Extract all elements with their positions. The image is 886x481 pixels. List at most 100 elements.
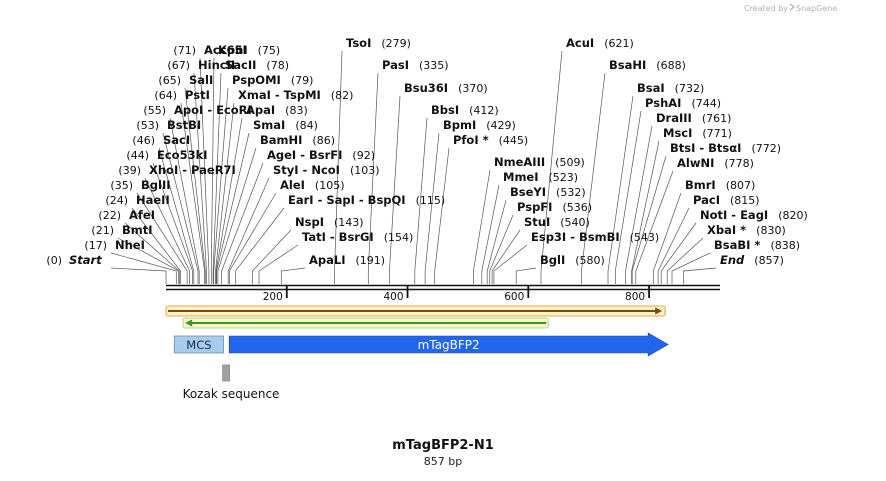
enzyme-name[interactable]: NotI - EagI <box>700 208 768 222</box>
enzyme-name[interactable]: AgeI - BsrFI <box>267 148 342 162</box>
cut-site-bbsi[interactable]: BbsI (412) <box>431 103 499 117</box>
cut-site-paci[interactable]: PacI (815) <box>693 193 760 207</box>
enzyme-name[interactable]: Bsu36I <box>404 81 448 95</box>
enzyme-name[interactable]: Eco53kI <box>157 148 208 162</box>
enzyme-name[interactable]: BmrI <box>685 178 716 192</box>
enzyme-name[interactable]: BtsI - BtsαI <box>670 141 741 155</box>
cut-site-start[interactable]: Start (0) <box>46 253 102 267</box>
cut-site-alwni[interactable]: AlwNI (778) <box>677 156 754 170</box>
cut-site-bamhi[interactable]: BamHI (86) <box>260 133 335 147</box>
enzyme-name[interactable]: HaeII <box>136 193 170 207</box>
cut-site-pshai[interactable]: PshAI (744) <box>645 96 721 110</box>
enzyme-name[interactable]: AfeI <box>129 208 155 222</box>
cut-site-eari-sapi-bspqi[interactable]: EarI - SapI - BspQI (115) <box>288 193 445 207</box>
feature-kozak[interactable]: Kozak sequence <box>183 364 280 401</box>
cut-site-nspi[interactable]: NspI (143) <box>295 215 364 229</box>
enzyme-name[interactable]: TatI - BsrGI <box>302 230 374 244</box>
cut-site-bglii[interactable]: BglII (35) <box>110 178 170 192</box>
cut-site-bmti[interactable]: BmtI (21) <box>91 223 152 237</box>
cut-site-esp3i-bsmbi[interactable]: Esp3I - BsmBI (543) <box>531 230 659 244</box>
cut-site-nhei[interactable]: NheI (17) <box>84 238 144 252</box>
enzyme-name[interactable]: SacI <box>163 133 190 147</box>
enzyme-name[interactable]: NheI <box>115 238 145 252</box>
enzyme-name[interactable]: NspI <box>295 215 324 229</box>
enzyme-name[interactable]: PacI <box>693 193 720 207</box>
enzyme-name[interactable]: Esp3I - BsmBI <box>531 230 620 244</box>
cut-site-acui[interactable]: AcuI (621) <box>566 36 634 50</box>
mcs-feature-box[interactable] <box>173 335 224 354</box>
enzyme-name[interactable]: KpnI <box>218 43 248 57</box>
enzyme-name[interactable]: NmeAIII <box>494 155 545 169</box>
enzyme-name[interactable]: SalI <box>189 73 213 87</box>
enzyme-name[interactable]: BsaHI <box>609 58 646 72</box>
cut-site-btsi-btsαi[interactable]: BtsI - BtsαI (772) <box>670 141 781 155</box>
cut-site-noti-eagi[interactable]: NotI - EagI (820) <box>700 208 808 222</box>
enzyme-name[interactable]: Acc65I <box>204 43 247 57</box>
enzyme-name[interactable]: HincII <box>198 58 235 72</box>
enzyme-name[interactable]: PspOMI <box>232 73 281 87</box>
cut-site-bmri[interactable]: BmrI (807) <box>685 178 755 192</box>
cut-site-nmeaiii[interactable]: NmeAIII (509) <box>494 155 585 169</box>
cut-site-msci[interactable]: MscI (771) <box>663 126 732 140</box>
cut-site-pspfi[interactable]: PspFI (536) <box>517 200 592 214</box>
cut-site-stui[interactable]: StuI (540) <box>524 215 590 229</box>
cut-site-saci[interactable]: SacI (46) <box>132 133 190 147</box>
enzyme-name[interactable]: AcuI <box>566 36 594 50</box>
cut-site-pspomi[interactable]: PspOMI (79) <box>232 73 313 87</box>
enzyme-name[interactable]: BpmI <box>443 118 476 132</box>
cut-site-bsahi[interactable]: BsaHI (688) <box>609 58 686 72</box>
enzyme-name[interactable]: End <box>720 253 745 267</box>
enzyme-name[interactable]: BseYI <box>510 185 546 199</box>
enzyme-name[interactable]: BglI <box>540 253 565 267</box>
enzyme-name[interactable]: BglII <box>141 178 171 192</box>
cut-site-bstbi[interactable]: BstBI (53) <box>136 118 201 132</box>
enzyme-name[interactable]: StyI - NcoI <box>273 163 340 177</box>
feature-mcs[interactable]: MCS <box>173 335 224 354</box>
enzyme-name[interactable]: MmeI <box>503 170 539 184</box>
cut-site-pasi[interactable]: PasI (335) <box>382 58 449 72</box>
enzyme-name[interactable]: PshAI <box>645 96 681 110</box>
enzyme-name[interactable]: ApaI <box>246 103 275 117</box>
enzyme-name[interactable]: Start <box>69 253 102 267</box>
enzyme-name[interactable]: DraIII <box>656 111 692 125</box>
cut-site-pfoi[interactable]: PfoI * (445) <box>453 133 528 147</box>
enzyme-name[interactable]: PfoI * <box>453 133 489 147</box>
cut-site-end[interactable]: End (857) <box>720 253 784 267</box>
enzyme-name[interactable]: BstBI <box>167 118 201 132</box>
enzyme-name[interactable]: BbsI <box>431 103 459 117</box>
enzyme-name[interactable]: StuI <box>524 215 550 229</box>
enzyme-name[interactable]: AlwNI <box>677 156 714 170</box>
enzyme-name[interactable]: PspFI <box>517 200 552 214</box>
cut-site-bgli[interactable]: BglI (580) <box>540 253 605 267</box>
cut-site-xmai-tspmi[interactable]: XmaI - TspMI (82) <box>238 88 353 102</box>
cut-site-sacii[interactable]: SacII (78) <box>225 58 289 72</box>
cut-site-acc65i[interactable]: Acc65I (71) <box>173 43 246 57</box>
cut-site-bsu36i[interactable]: Bsu36I (370) <box>404 81 488 95</box>
enzyme-name[interactable]: ApoI - EcoRI <box>174 103 252 117</box>
cut-site-alei[interactable]: AleI (105) <box>280 178 345 192</box>
cut-site-apoi-ecori[interactable]: ApoI - EcoRI (55) <box>143 103 251 117</box>
cut-site-sali[interactable]: SalI (65) <box>158 73 213 87</box>
cut-site-agei-bsrfi[interactable]: AgeI - BsrFI (92) <box>267 148 375 162</box>
cut-site-tati-bsrgi[interactable]: TatI - BsrGI (154) <box>302 230 413 244</box>
cut-site-psti[interactable]: PstI (64) <box>154 88 209 102</box>
cut-site-afei[interactable]: AfeI (22) <box>98 208 155 222</box>
enzyme-name[interactable]: PasI <box>382 58 409 72</box>
enzyme-name[interactable]: XbaI * <box>707 223 746 237</box>
cut-site-xhoi-paer7i[interactable]: XhoI - PaeR7I (39) <box>118 163 235 177</box>
enzyme-name[interactable]: ApaLI <box>309 253 346 267</box>
cut-site-kpni[interactable]: KpnI (75) <box>218 43 280 57</box>
enzyme-name[interactable]: EarI - SapI - BspQI <box>288 193 406 207</box>
cut-site-hincii[interactable]: HincII (67) <box>167 58 235 72</box>
cut-site-apai[interactable]: ApaI (83) <box>246 103 308 117</box>
cut-site-bseyi[interactable]: BseYI (532) <box>510 185 586 199</box>
enzyme-name[interactable]: PstI <box>185 88 210 102</box>
cut-site-styi-ncoi[interactable]: StyI - NcoI (103) <box>273 163 380 177</box>
cut-site-mmei[interactable]: MmeI (523) <box>503 170 578 184</box>
cut-site-smai[interactable]: SmaI (84) <box>253 118 318 132</box>
enzyme-name[interactable]: BsaI <box>637 81 665 95</box>
cut-site-tsoi[interactable]: TsoI (279) <box>346 36 411 50</box>
enzyme-name[interactable]: MscI <box>663 126 692 140</box>
cut-site-xbai[interactable]: XbaI * (830) <box>707 223 786 237</box>
kozak-feature-box[interactable] <box>222 364 230 382</box>
